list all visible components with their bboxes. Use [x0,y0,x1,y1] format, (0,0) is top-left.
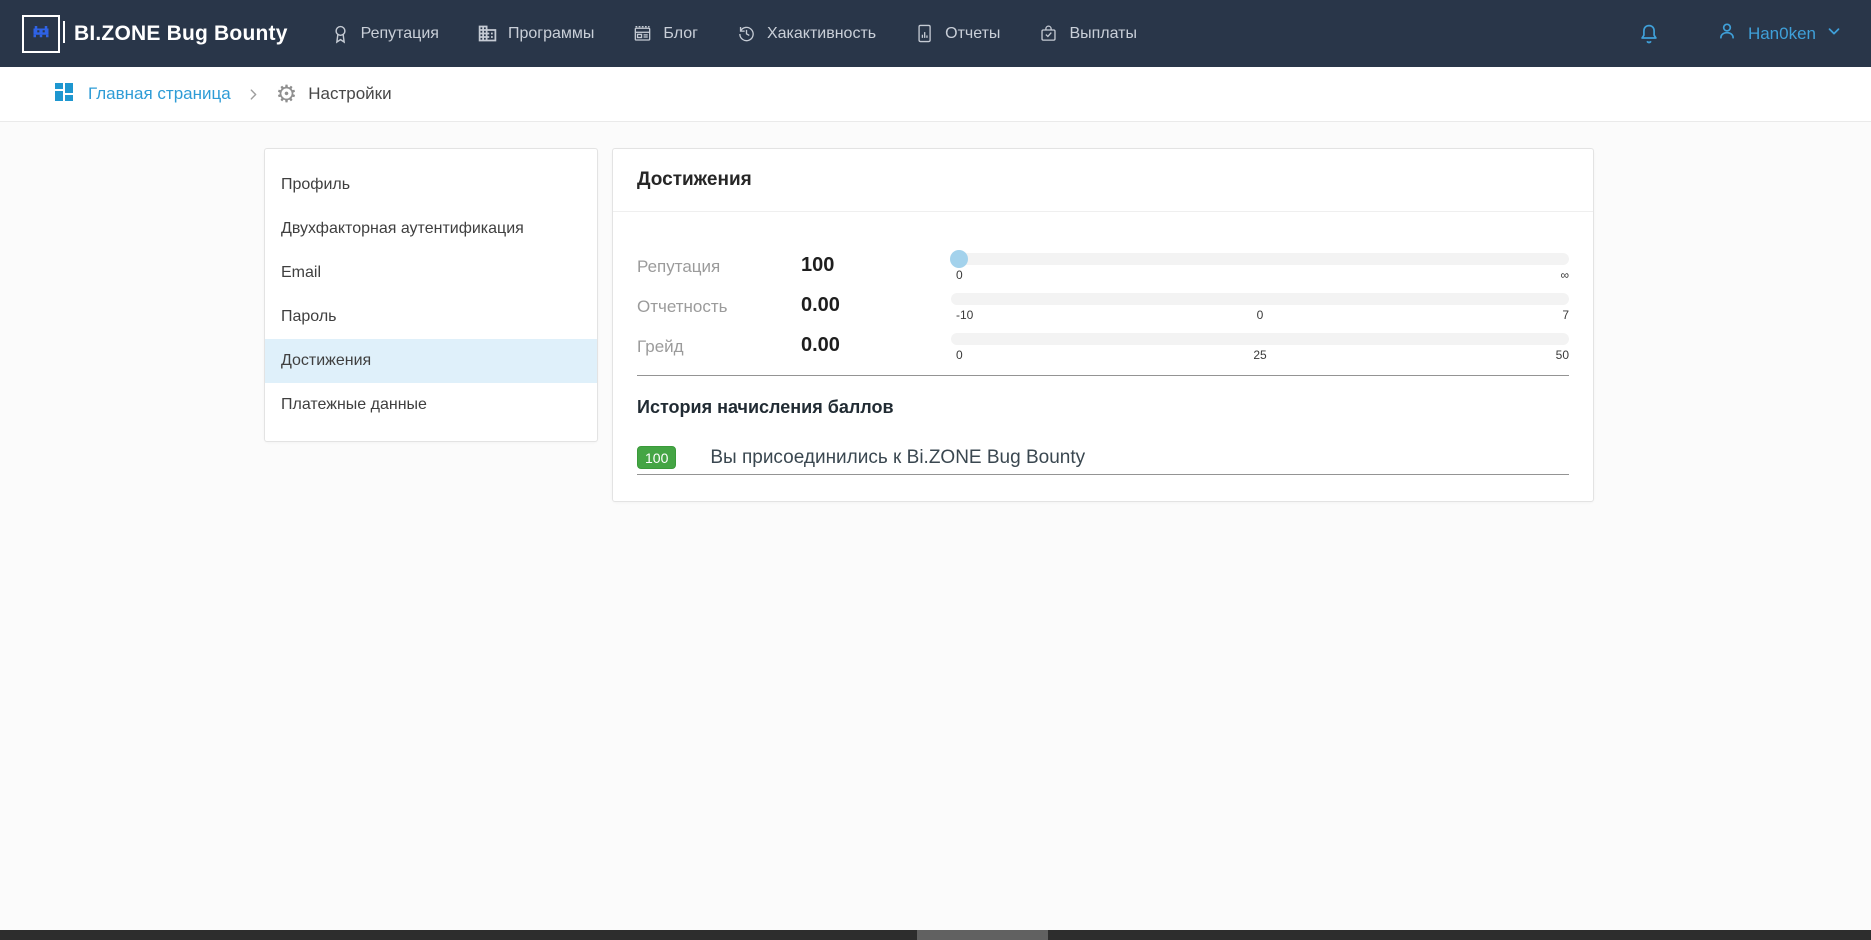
metric-value: 0.00 [801,334,840,356]
grade-slider-scale: 0 25 50 [951,347,1569,362]
nav-item-label: Программы [507,24,595,42]
scale-min-label: 0 [956,348,963,362]
scale-max-label: 50 [1555,348,1569,362]
sidebar-item-password[interactable]: Пароль [265,295,597,339]
chevron-down-icon [1825,22,1843,45]
blog-icon [632,23,653,44]
reputation-slider-track[interactable] [950,250,1569,268]
history-title: История начисления баллов [637,397,894,417]
bug-glyph [33,26,49,38]
footer-scrollbar-thumb[interactable] [917,930,1048,940]
nav-item-blog[interactable]: Блог [632,23,698,44]
breadcrumb-home-label: Главная страница [88,84,231,103]
reputation-slider-thumb[interactable] [950,250,968,268]
user-name: Han0ken [1747,23,1816,43]
card-body: Репутация 100 0 ∞ Отчетность 0.00 [613,212,1593,501]
dashboard-grid-icon [52,80,76,109]
notifications-bell-icon[interactable] [1637,22,1661,46]
card-title: Достижения [613,149,1593,212]
payouts-bag-icon [1038,23,1059,44]
top-nav: BI.ZONE Bug Bounty Репутация Прог [0,0,1871,67]
report-icon [914,23,935,44]
footer-strip [0,930,1871,940]
nav-item-programs[interactable]: Программы [477,23,594,44]
reputation-slider: 0 ∞ [950,250,1569,282]
sidebar-item-label: Пароль [281,308,337,325]
metric-label: Репутация [637,257,721,276]
chevron-right-icon [247,88,260,101]
grade-slider: 0 25 50 [951,331,1569,362]
nav-item-label: Выплаты [1069,24,1137,42]
bizone-bug-logo-icon [22,14,65,53]
settings-nav-card: Профиль Двухфакторная аутентификация Ema… [264,148,598,442]
main-menu: Репутация Программы [330,23,1137,45]
scale-min-label: 0 [956,268,963,282]
nav-item-hackactivity[interactable]: Хакактивность [736,23,876,44]
nav-item-reputation[interactable]: Репутация [330,23,439,45]
nav-right: Han0ken [1637,19,1843,48]
section-divider [637,375,1569,376]
metric-value: 0.00 [801,294,840,316]
sidebar-item-label: Двухфакторная аутентификация [281,220,524,237]
history-entry-text: Вы присоединились к Bi.ZONE Bug Bounty [710,447,1086,468]
sidebar-item-label: Профиль [281,176,351,193]
metric-row-reporting: Отчетность 0.00 -10 0 7 [637,291,1569,331]
reputation-slider-scale: 0 ∞ [951,267,1569,282]
sidebar-item-label: Email [281,264,322,281]
reporting-slider: -10 0 7 [951,291,1569,322]
metric-label: Грейд [637,337,684,356]
brand-home-link[interactable]: BI.ZONE Bug Bounty [22,14,288,53]
nav-item-label: Хакактивность [766,24,877,42]
sidebar-item-email[interactable]: Email [265,251,597,295]
brand-title: BI.ZONE Bug Bounty [74,21,288,45]
metric-label: Отчетность [637,297,728,316]
nav-item-reports[interactable]: Отчеты [914,23,1000,44]
reporting-slider-scale: -10 0 7 [951,307,1569,322]
gear-icon: ⚙ [275,80,298,108]
user-icon [1715,19,1739,48]
history-clock-icon [736,23,757,44]
building-icon [477,23,498,44]
sidebar-item-payment-data[interactable]: Платежные данные [265,383,597,427]
scale-mid-label: 0 [1256,308,1264,322]
sidebar-item-profile[interactable]: Профиль [265,163,597,207]
points-badge: 100 [637,446,677,469]
metric-row-reputation: Репутация 100 0 ∞ [637,250,1569,291]
sidebar-item-achievements[interactable]: Достижения [265,339,597,383]
breadcrumb-current-label: Настройки [308,84,392,103]
grade-slider-track[interactable] [951,333,1569,345]
reporting-slider-track[interactable] [951,293,1569,305]
nav-item-label: Репутация [360,24,439,42]
scale-max-label: ∞ [1560,268,1569,282]
achievements-card: Достижения Репутация 100 0 ∞ [612,148,1594,502]
breadcrumb-home-link[interactable]: Главная страница [52,80,231,109]
breadcrumb-current: ⚙ Настройки [276,82,392,106]
scale-mid-label: 25 [1253,348,1267,362]
scale-max-label: 7 [1562,308,1569,322]
nav-item-label: Отчеты [945,24,1001,42]
sidebar-item-two-factor-auth[interactable]: Двухфакторная аутентификация [265,207,597,251]
medal-icon [330,23,351,45]
nav-item-payouts[interactable]: Выплаты [1038,23,1137,44]
scale-min-label: -10 [956,308,974,322]
metric-row-grade: Грейд 0.00 0 25 50 [637,331,1569,371]
sidebar-item-label: Платежные данные [281,396,427,413]
sidebar-item-label: Достижения [281,352,372,369]
nav-item-label: Блог [663,24,698,42]
metric-value: 100 [801,254,835,276]
breadcrumb: Главная страница ⚙ Настройки [0,67,1871,122]
history-entry-row: 100 Вы присоединились к Bi.ZONE Bug Boun… [637,446,1569,475]
user-menu[interactable]: Han0ken [1715,19,1843,48]
